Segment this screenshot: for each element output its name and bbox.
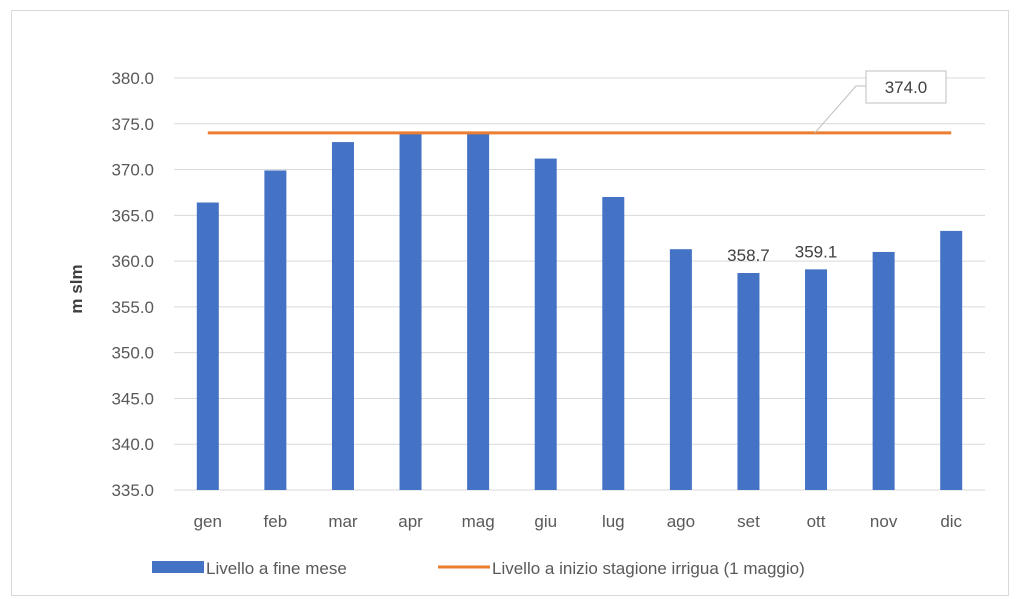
x-tick-label: mar xyxy=(328,512,358,531)
y-axis-ticks: 335.0 340.0 345.0 350.0 355.0 360.0 365.0 370.0… xyxy=(111,69,154,500)
y-axis-title: m slm xyxy=(67,264,86,313)
x-axis-ticks: gen feb mar apr mag giu lug ago set ott nov dic xyxy=(194,512,963,531)
y-tick-label: 380.0 xyxy=(111,69,154,88)
y-tick-label: 335.0 xyxy=(111,481,154,500)
bar-feb xyxy=(264,170,287,490)
legend-label-bars: Livello a fine mese xyxy=(206,559,347,578)
x-tick-label: apr xyxy=(398,512,423,531)
x-tick-label: feb xyxy=(264,512,288,531)
y-tick-label: 375.0 xyxy=(111,115,154,134)
data-label-set: 358.7 xyxy=(727,246,770,265)
callout-leader-line xyxy=(814,85,866,134)
y-tick-label: 340.0 xyxy=(111,435,154,454)
x-tick-label: set xyxy=(737,512,760,531)
bar-mag xyxy=(467,132,490,490)
chart-frame xyxy=(11,10,1009,596)
bar-apr xyxy=(399,132,422,490)
data-label-ott: 359.1 xyxy=(795,242,838,261)
bar-gen xyxy=(196,202,219,490)
data-labels: 358.7 359.1 374.0 xyxy=(727,70,947,265)
x-tick-label: dic xyxy=(940,512,962,531)
bar-dic xyxy=(940,230,963,491)
y-tick-label: 360.0 xyxy=(111,252,154,271)
y-tick-label: 365.0 xyxy=(111,206,154,225)
bar-set xyxy=(737,273,760,490)
legend-label-line: Livello a inizio stagione irrigua (1 mag… xyxy=(492,559,805,578)
bar-ott xyxy=(805,269,828,490)
x-tick-label: ago xyxy=(667,512,695,531)
bar-nov xyxy=(872,251,895,490)
bar-mar xyxy=(331,142,354,491)
bar-lug xyxy=(602,197,625,490)
y-tick-label: 355.0 xyxy=(111,298,154,317)
y-tick-label: 345.0 xyxy=(111,389,154,408)
legend-swatch-bars xyxy=(152,561,204,573)
x-tick-label: lug xyxy=(602,512,625,531)
bar-series xyxy=(196,132,963,491)
bar-ago xyxy=(669,249,692,490)
y-tick-label: 350.0 xyxy=(111,344,154,363)
x-tick-label: giu xyxy=(534,512,557,531)
y-tick-label: 370.0 xyxy=(111,161,154,180)
x-tick-label: gen xyxy=(194,512,222,531)
x-tick-label: mag xyxy=(462,512,495,531)
gridlines xyxy=(174,77,985,491)
x-tick-label: nov xyxy=(870,512,898,531)
data-label-callout: 374.0 xyxy=(885,78,928,97)
legend: Livello a fine mese Livello a inizio stag… xyxy=(152,559,805,578)
callout-box xyxy=(865,70,947,104)
x-tick-label: ott xyxy=(807,512,826,531)
bar-giu xyxy=(534,158,557,490)
